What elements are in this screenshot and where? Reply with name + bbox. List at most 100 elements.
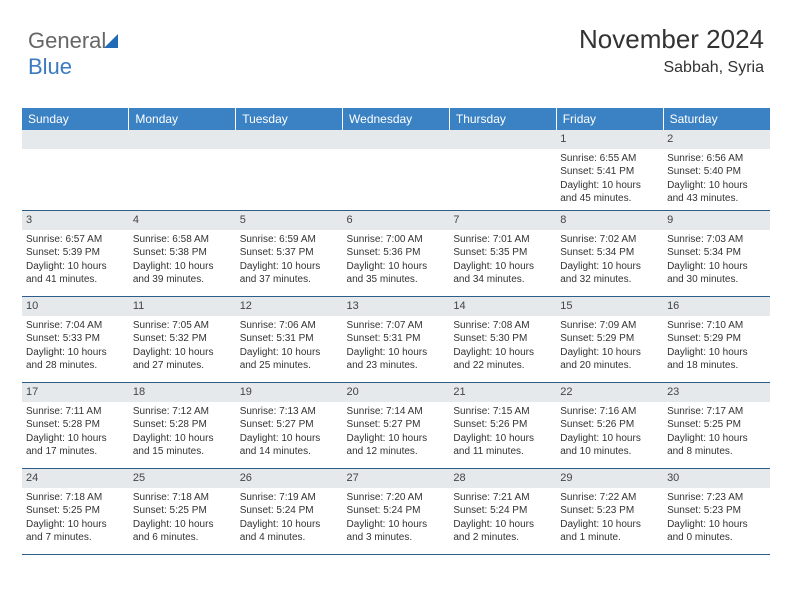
- day-sunrise: Sunrise: 7:22 AM: [560, 491, 659, 505]
- day-sunset: Sunset: 5:29 PM: [667, 332, 766, 346]
- day-sunset: Sunset: 5:24 PM: [347, 504, 446, 518]
- day-sunrise: Sunrise: 7:10 AM: [667, 319, 766, 333]
- day-sunrise: Sunrise: 7:18 AM: [26, 491, 125, 505]
- day-sunrise: Sunrise: 7:01 AM: [453, 233, 552, 247]
- calendar-week: 10Sunrise: 7:04 AMSunset: 5:33 PMDayligh…: [22, 296, 770, 382]
- day-number: 6: [343, 211, 450, 230]
- day-body: Sunrise: 7:14 AMSunset: 5:27 PMDaylight:…: [343, 402, 450, 463]
- day-number: 11: [129, 297, 236, 316]
- day-sunset: Sunset: 5:28 PM: [26, 418, 125, 432]
- calendar-cell: 11Sunrise: 7:05 AMSunset: 5:32 PMDayligh…: [129, 296, 236, 382]
- day-sunset: Sunset: 5:27 PM: [240, 418, 339, 432]
- day-body: Sunrise: 7:11 AMSunset: 5:28 PMDaylight:…: [22, 402, 129, 463]
- day-daylight: Daylight: 10 hours and 35 minutes.: [347, 260, 446, 287]
- day-daylight: Daylight: 10 hours and 11 minutes.: [453, 432, 552, 459]
- day-daylight: Daylight: 10 hours and 0 minutes.: [667, 518, 766, 545]
- day-sunrise: Sunrise: 7:13 AM: [240, 405, 339, 419]
- calendar-cell: 10Sunrise: 7:04 AMSunset: 5:33 PMDayligh…: [22, 296, 129, 382]
- day-number: 2: [663, 130, 770, 149]
- day-header: Saturday: [663, 108, 770, 130]
- calendar-cell: 30Sunrise: 7:23 AMSunset: 5:23 PMDayligh…: [663, 468, 770, 554]
- calendar-head: SundayMondayTuesdayWednesdayThursdayFrid…: [22, 108, 770, 130]
- day-number: 4: [129, 211, 236, 230]
- day-daylight: Daylight: 10 hours and 45 minutes.: [560, 179, 659, 206]
- day-sunrise: Sunrise: 7:15 AM: [453, 405, 552, 419]
- day-number: 19: [236, 383, 343, 402]
- day-body: Sunrise: 7:18 AMSunset: 5:25 PMDaylight:…: [129, 488, 236, 549]
- day-daylight: Daylight: 10 hours and 6 minutes.: [133, 518, 232, 545]
- day-sunset: Sunset: 5:37 PM: [240, 246, 339, 260]
- day-header: Sunday: [22, 108, 129, 130]
- day-sunrise: Sunrise: 7:14 AM: [347, 405, 446, 419]
- day-number: 13: [343, 297, 450, 316]
- day-sunset: Sunset: 5:23 PM: [667, 504, 766, 518]
- day-header: Tuesday: [236, 108, 343, 130]
- day-body: Sunrise: 7:21 AMSunset: 5:24 PMDaylight:…: [449, 488, 556, 549]
- day-sunrise: Sunrise: 7:09 AM: [560, 319, 659, 333]
- calendar-cell: 12Sunrise: 7:06 AMSunset: 5:31 PMDayligh…: [236, 296, 343, 382]
- calendar-cell: 7Sunrise: 7:01 AMSunset: 5:35 PMDaylight…: [449, 210, 556, 296]
- day-number-empty: [22, 130, 129, 149]
- calendar-body: 1Sunrise: 6:55 AMSunset: 5:41 PMDaylight…: [22, 130, 770, 554]
- day-body: Sunrise: 7:00 AMSunset: 5:36 PMDaylight:…: [343, 230, 450, 291]
- day-sunrise: Sunrise: 7:20 AM: [347, 491, 446, 505]
- day-sunrise: Sunrise: 7:04 AM: [26, 319, 125, 333]
- day-body: Sunrise: 7:02 AMSunset: 5:34 PMDaylight:…: [556, 230, 663, 291]
- day-daylight: Daylight: 10 hours and 41 minutes.: [26, 260, 125, 287]
- calendar-cell: 4Sunrise: 6:58 AMSunset: 5:38 PMDaylight…: [129, 210, 236, 296]
- day-sunrise: Sunrise: 7:11 AM: [26, 405, 125, 419]
- day-body: Sunrise: 6:58 AMSunset: 5:38 PMDaylight:…: [129, 230, 236, 291]
- day-body: Sunrise: 6:57 AMSunset: 5:39 PMDaylight:…: [22, 230, 129, 291]
- day-header: Wednesday: [343, 108, 450, 130]
- day-body: Sunrise: 7:15 AMSunset: 5:26 PMDaylight:…: [449, 402, 556, 463]
- calendar-cell: 8Sunrise: 7:02 AMSunset: 5:34 PMDaylight…: [556, 210, 663, 296]
- day-number: 16: [663, 297, 770, 316]
- day-body: Sunrise: 7:03 AMSunset: 5:34 PMDaylight:…: [663, 230, 770, 291]
- day-sunset: Sunset: 5:39 PM: [26, 246, 125, 260]
- day-body: Sunrise: 7:01 AMSunset: 5:35 PMDaylight:…: [449, 230, 556, 291]
- day-sunset: Sunset: 5:29 PM: [560, 332, 659, 346]
- calendar-cell: 19Sunrise: 7:13 AMSunset: 5:27 PMDayligh…: [236, 382, 343, 468]
- day-daylight: Daylight: 10 hours and 15 minutes.: [133, 432, 232, 459]
- day-sunset: Sunset: 5:27 PM: [347, 418, 446, 432]
- day-body: Sunrise: 7:06 AMSunset: 5:31 PMDaylight:…: [236, 316, 343, 377]
- calendar-table: SundayMondayTuesdayWednesdayThursdayFrid…: [22, 108, 770, 555]
- day-number: 26: [236, 469, 343, 488]
- day-body: Sunrise: 7:18 AMSunset: 5:25 PMDaylight:…: [22, 488, 129, 549]
- month-title: November 2024: [579, 24, 764, 55]
- day-sunset: Sunset: 5:36 PM: [347, 246, 446, 260]
- day-number: 28: [449, 469, 556, 488]
- calendar-cell: 6Sunrise: 7:00 AMSunset: 5:36 PMDaylight…: [343, 210, 450, 296]
- logo-part2: Blue: [28, 54, 72, 79]
- day-sunrise: Sunrise: 7:12 AM: [133, 405, 232, 419]
- day-daylight: Daylight: 10 hours and 20 minutes.: [560, 346, 659, 373]
- header: November 2024 Sabbah, Syria: [579, 24, 764, 77]
- calendar-cell: 2Sunrise: 6:56 AMSunset: 5:40 PMDaylight…: [663, 130, 770, 210]
- day-sunrise: Sunrise: 7:00 AM: [347, 233, 446, 247]
- day-sunset: Sunset: 5:40 PM: [667, 165, 766, 179]
- calendar-cell: 3Sunrise: 6:57 AMSunset: 5:39 PMDaylight…: [22, 210, 129, 296]
- day-number: 27: [343, 469, 450, 488]
- calendar-cell: 21Sunrise: 7:15 AMSunset: 5:26 PMDayligh…: [449, 382, 556, 468]
- day-number: 23: [663, 383, 770, 402]
- day-sunset: Sunset: 5:26 PM: [560, 418, 659, 432]
- day-daylight: Daylight: 10 hours and 22 minutes.: [453, 346, 552, 373]
- day-sunset: Sunset: 5:26 PM: [453, 418, 552, 432]
- day-number: 21: [449, 383, 556, 402]
- day-daylight: Daylight: 10 hours and 37 minutes.: [240, 260, 339, 287]
- day-number: 5: [236, 211, 343, 230]
- calendar-cell: [343, 130, 450, 210]
- calendar-cell: 17Sunrise: 7:11 AMSunset: 5:28 PMDayligh…: [22, 382, 129, 468]
- day-sunset: Sunset: 5:24 PM: [240, 504, 339, 518]
- day-body: Sunrise: 7:20 AMSunset: 5:24 PMDaylight:…: [343, 488, 450, 549]
- day-sunset: Sunset: 5:38 PM: [133, 246, 232, 260]
- day-sunset: Sunset: 5:25 PM: [667, 418, 766, 432]
- day-number-empty: [449, 130, 556, 149]
- calendar-cell: 24Sunrise: 7:18 AMSunset: 5:25 PMDayligh…: [22, 468, 129, 554]
- day-number: 17: [22, 383, 129, 402]
- day-daylight: Daylight: 10 hours and 30 minutes.: [667, 260, 766, 287]
- day-sunrise: Sunrise: 6:56 AM: [667, 152, 766, 166]
- day-number: 29: [556, 469, 663, 488]
- day-number: 9: [663, 211, 770, 230]
- day-number-empty: [129, 130, 236, 149]
